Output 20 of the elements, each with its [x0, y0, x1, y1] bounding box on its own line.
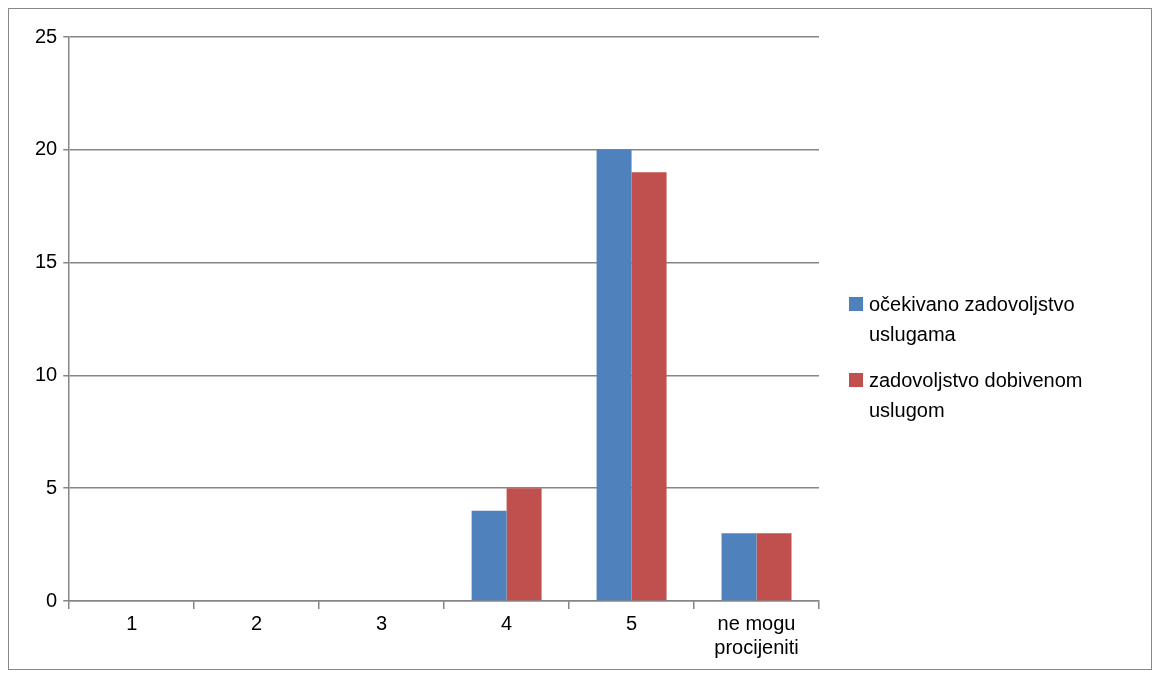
x-tick-label: 4: [501, 611, 513, 634]
legend-label: zadovoljstvo dobivenom uslugom: [869, 368, 1084, 423]
bar: [721, 533, 757, 601]
bar: [756, 533, 792, 601]
x-tick-label: 3: [376, 611, 388, 634]
bar: [631, 172, 667, 601]
y-tick-label: 15: [35, 250, 58, 273]
x-tick-label: 1: [126, 611, 138, 634]
y-tick-label: 10: [35, 362, 58, 385]
y-tick-label: 25: [35, 24, 58, 47]
y-tick-label: 5: [46, 475, 58, 498]
legend-label: očekivano zadovoljstvo uslugama: [869, 292, 1076, 347]
x-tick-label: 2: [251, 611, 263, 634]
y-tick-label: 20: [35, 137, 58, 160]
x-tick-label: ne mogu procijeniti: [714, 611, 799, 658]
x-tick-label: 5: [626, 611, 638, 634]
bar: [506, 488, 542, 601]
bar: [596, 149, 632, 601]
y-tick-label: 0: [46, 588, 58, 611]
bar: [471, 510, 507, 601]
